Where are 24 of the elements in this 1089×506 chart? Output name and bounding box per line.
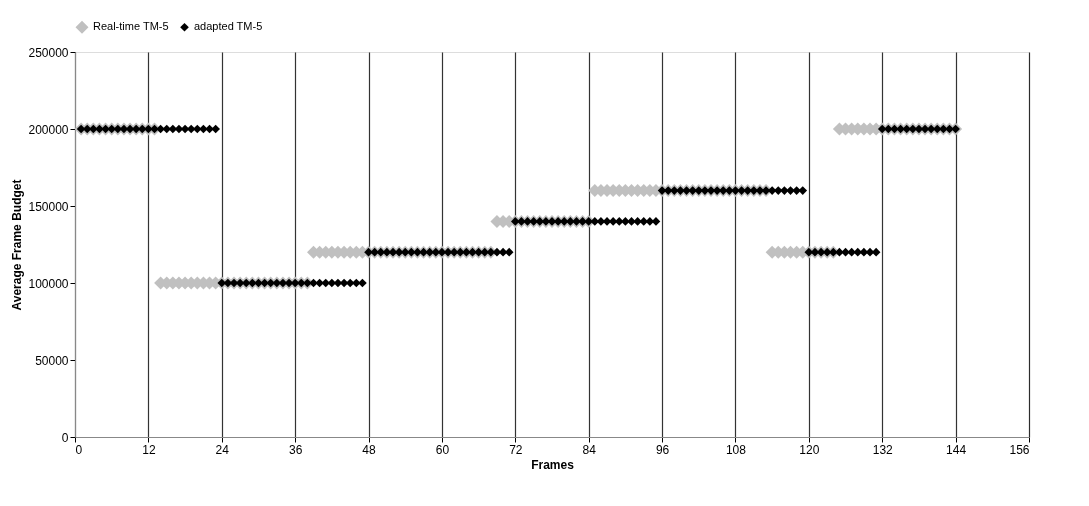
x-axis-title: Frames: [531, 457, 575, 472]
x-tick-label: 132: [872, 442, 894, 457]
x-tick-label: 156: [1009, 442, 1030, 457]
x-tick-label: 36: [288, 442, 303, 457]
x-tick-label: 48: [362, 442, 377, 457]
y-tick-label: 0: [61, 430, 69, 445]
x-tick-label: 108: [725, 442, 747, 457]
x-tick-label: 12: [142, 442, 156, 457]
y-tick-label: 250000: [28, 45, 69, 60]
y-tick-label: 100000: [28, 276, 69, 291]
y-tick-label: 150000: [28, 199, 69, 214]
legend-label: adapted TM-5: [194, 20, 263, 33]
y-tick-label: 50000: [35, 353, 69, 368]
x-tick-label: 0: [75, 442, 83, 457]
legend-label: Real-time TM-5: [93, 20, 169, 33]
x-tick-label: 24: [215, 442, 230, 457]
x-tick-label: 84: [582, 442, 597, 457]
x-tick-label: 120: [799, 442, 820, 457]
y-tick-label: 200000: [28, 122, 69, 137]
x-tick-label: 72: [509, 442, 523, 457]
x-tick-label: 144: [946, 442, 967, 457]
x-tick-label: 96: [655, 442, 670, 457]
y-axis-title: Average Frame Budget: [10, 179, 25, 311]
x-tick-label: 60: [435, 442, 450, 457]
